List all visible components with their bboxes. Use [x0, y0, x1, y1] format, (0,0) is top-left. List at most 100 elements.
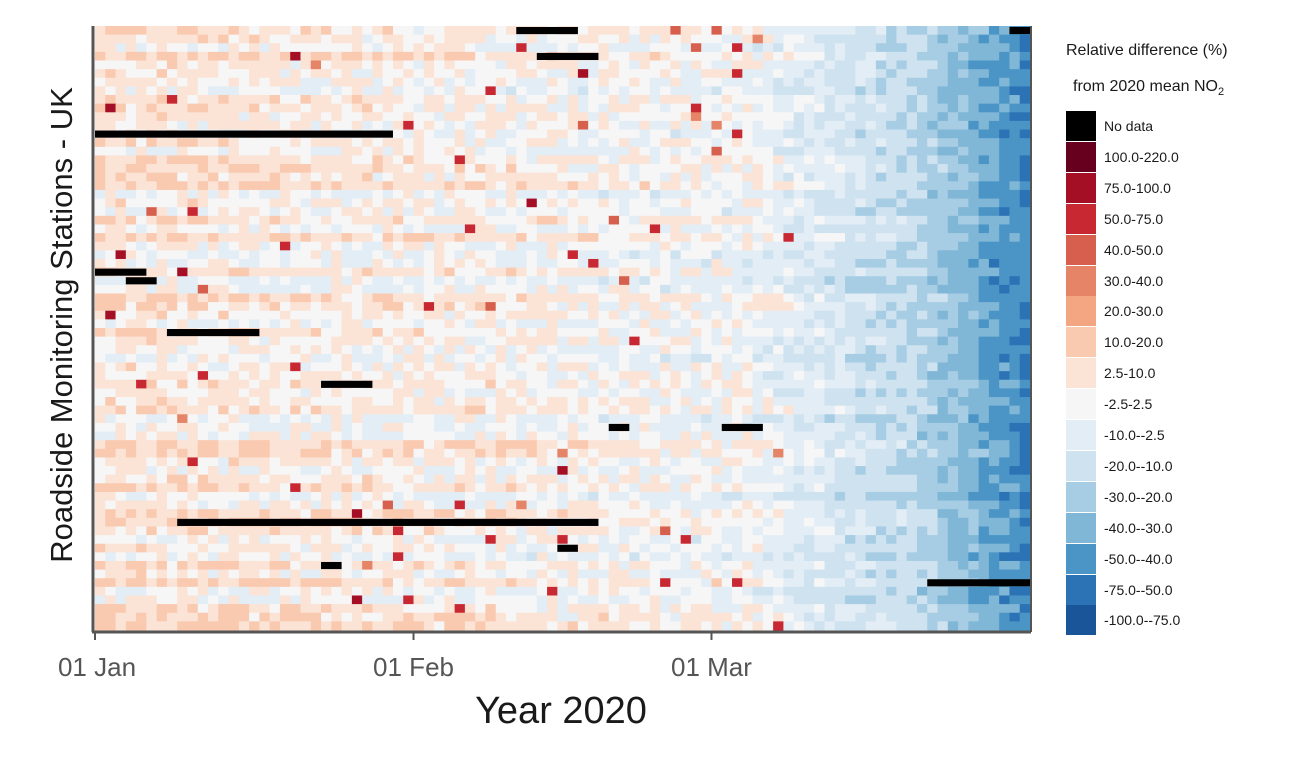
heatmap-cell — [434, 474, 445, 484]
heatmap-cell — [156, 103, 168, 113]
heatmap-cell — [711, 198, 723, 208]
heatmap-cell — [875, 138, 887, 148]
heatmap-cell — [485, 474, 497, 484]
heatmap-cell — [721, 241, 733, 251]
heatmap-cell — [269, 215, 281, 226]
heatmap-cell — [146, 336, 158, 346]
heatmap-cell — [629, 371, 641, 381]
heatmap-cell — [619, 388, 630, 398]
heatmap-cell — [321, 172, 332, 182]
heatmap-cell — [670, 189, 682, 200]
heatmap-cell — [505, 250, 517, 260]
heatmap-cell — [690, 345, 702, 355]
heatmap-cell — [413, 328, 425, 338]
heatmap-cell — [906, 474, 918, 484]
heatmap-cell — [649, 431, 661, 441]
heatmap-cell — [732, 293, 743, 303]
heatmap-cell — [351, 172, 363, 182]
heatmap-cell — [146, 198, 158, 208]
heatmap-cell — [290, 267, 302, 277]
heatmap-cell — [927, 310, 939, 320]
heatmap-cell — [351, 241, 363, 251]
heatmap-cell — [485, 345, 497, 355]
heatmap-cell — [649, 172, 661, 182]
heatmap-cell — [937, 397, 949, 407]
heatmap-cell — [413, 250, 425, 260]
heatmap-cell — [495, 388, 507, 398]
heatmap-cell — [444, 250, 456, 260]
heatmap-cell — [721, 86, 733, 96]
heatmap-cell — [896, 112, 908, 122]
heatmap-cell — [619, 95, 630, 105]
heatmap-cell — [505, 405, 517, 415]
heatmap-cell — [773, 172, 784, 182]
heatmap-cell — [886, 293, 898, 303]
heatmap-cell — [156, 483, 168, 493]
heatmap-cell — [937, 60, 949, 70]
heatmap-cell — [423, 448, 435, 459]
heatmap-cell — [670, 120, 682, 131]
heatmap-cell — [413, 293, 425, 303]
heatmap-cell — [279, 379, 291, 389]
heatmap-cell — [136, 112, 147, 122]
heatmap-cell — [505, 310, 517, 320]
heatmap-cell — [896, 146, 908, 157]
heatmap-cell — [1009, 483, 1021, 493]
heatmap-cell — [732, 336, 743, 346]
heatmap-cell — [999, 405, 1011, 415]
heatmap-cell — [629, 397, 641, 407]
heatmap-cell — [773, 353, 784, 364]
heatmap-cell — [249, 379, 260, 389]
heatmap-cell — [505, 276, 517, 286]
heatmap-cell — [680, 103, 692, 113]
heatmap-cell — [824, 448, 836, 459]
heatmap-cell — [814, 293, 826, 303]
heatmap-cell — [619, 276, 630, 286]
heatmap-cell — [475, 207, 487, 217]
heatmap-cell — [105, 103, 117, 113]
heatmap-cell — [300, 379, 312, 389]
heatmap-cell — [978, 388, 990, 398]
heatmap-cell — [372, 448, 384, 459]
heatmap-cell — [916, 448, 928, 459]
heatmap-cell — [454, 302, 466, 312]
heatmap-cell — [752, 293, 764, 303]
heatmap-cell — [351, 448, 363, 459]
heatmap-cell — [1019, 293, 1031, 303]
heatmap-cell — [382, 336, 394, 346]
heatmap-cell — [680, 483, 692, 493]
heatmap-cell — [927, 483, 939, 493]
heatmap-cell — [105, 95, 117, 105]
heatmap-cell — [670, 60, 682, 70]
heatmap-cell — [916, 103, 928, 113]
heatmap-cell — [136, 172, 147, 182]
heatmap-cell — [249, 250, 260, 260]
heatmap-cell — [1009, 69, 1021, 79]
heatmap-cell — [916, 328, 928, 338]
heatmap-cell — [742, 474, 754, 484]
heatmap-cell — [855, 293, 867, 303]
heatmap-cell — [577, 258, 589, 269]
heatmap-cell — [156, 181, 168, 191]
heatmap-cell — [916, 26, 928, 36]
heatmap-cell — [485, 207, 497, 217]
heatmap-cell — [341, 388, 353, 398]
heatmap-cell — [434, 388, 445, 398]
heatmap-cell — [464, 215, 476, 226]
heatmap-cell — [855, 405, 867, 415]
heatmap-cell — [351, 146, 363, 157]
heatmap-cell — [845, 51, 856, 62]
heatmap-cell — [619, 397, 630, 407]
heatmap-cell — [495, 155, 507, 165]
heatmap-cell — [372, 215, 384, 226]
heatmap-cell — [906, 69, 918, 79]
heatmap-cell — [762, 353, 774, 364]
heatmap-cell — [999, 422, 1011, 433]
heatmap-cell — [629, 129, 641, 139]
heatmap-cell — [423, 103, 435, 113]
heatmap-cell — [752, 414, 764, 424]
heatmap-cell — [875, 414, 887, 424]
heatmap-cell — [125, 112, 137, 122]
heatmap-cell — [238, 336, 250, 346]
heatmap-cell — [495, 293, 507, 303]
